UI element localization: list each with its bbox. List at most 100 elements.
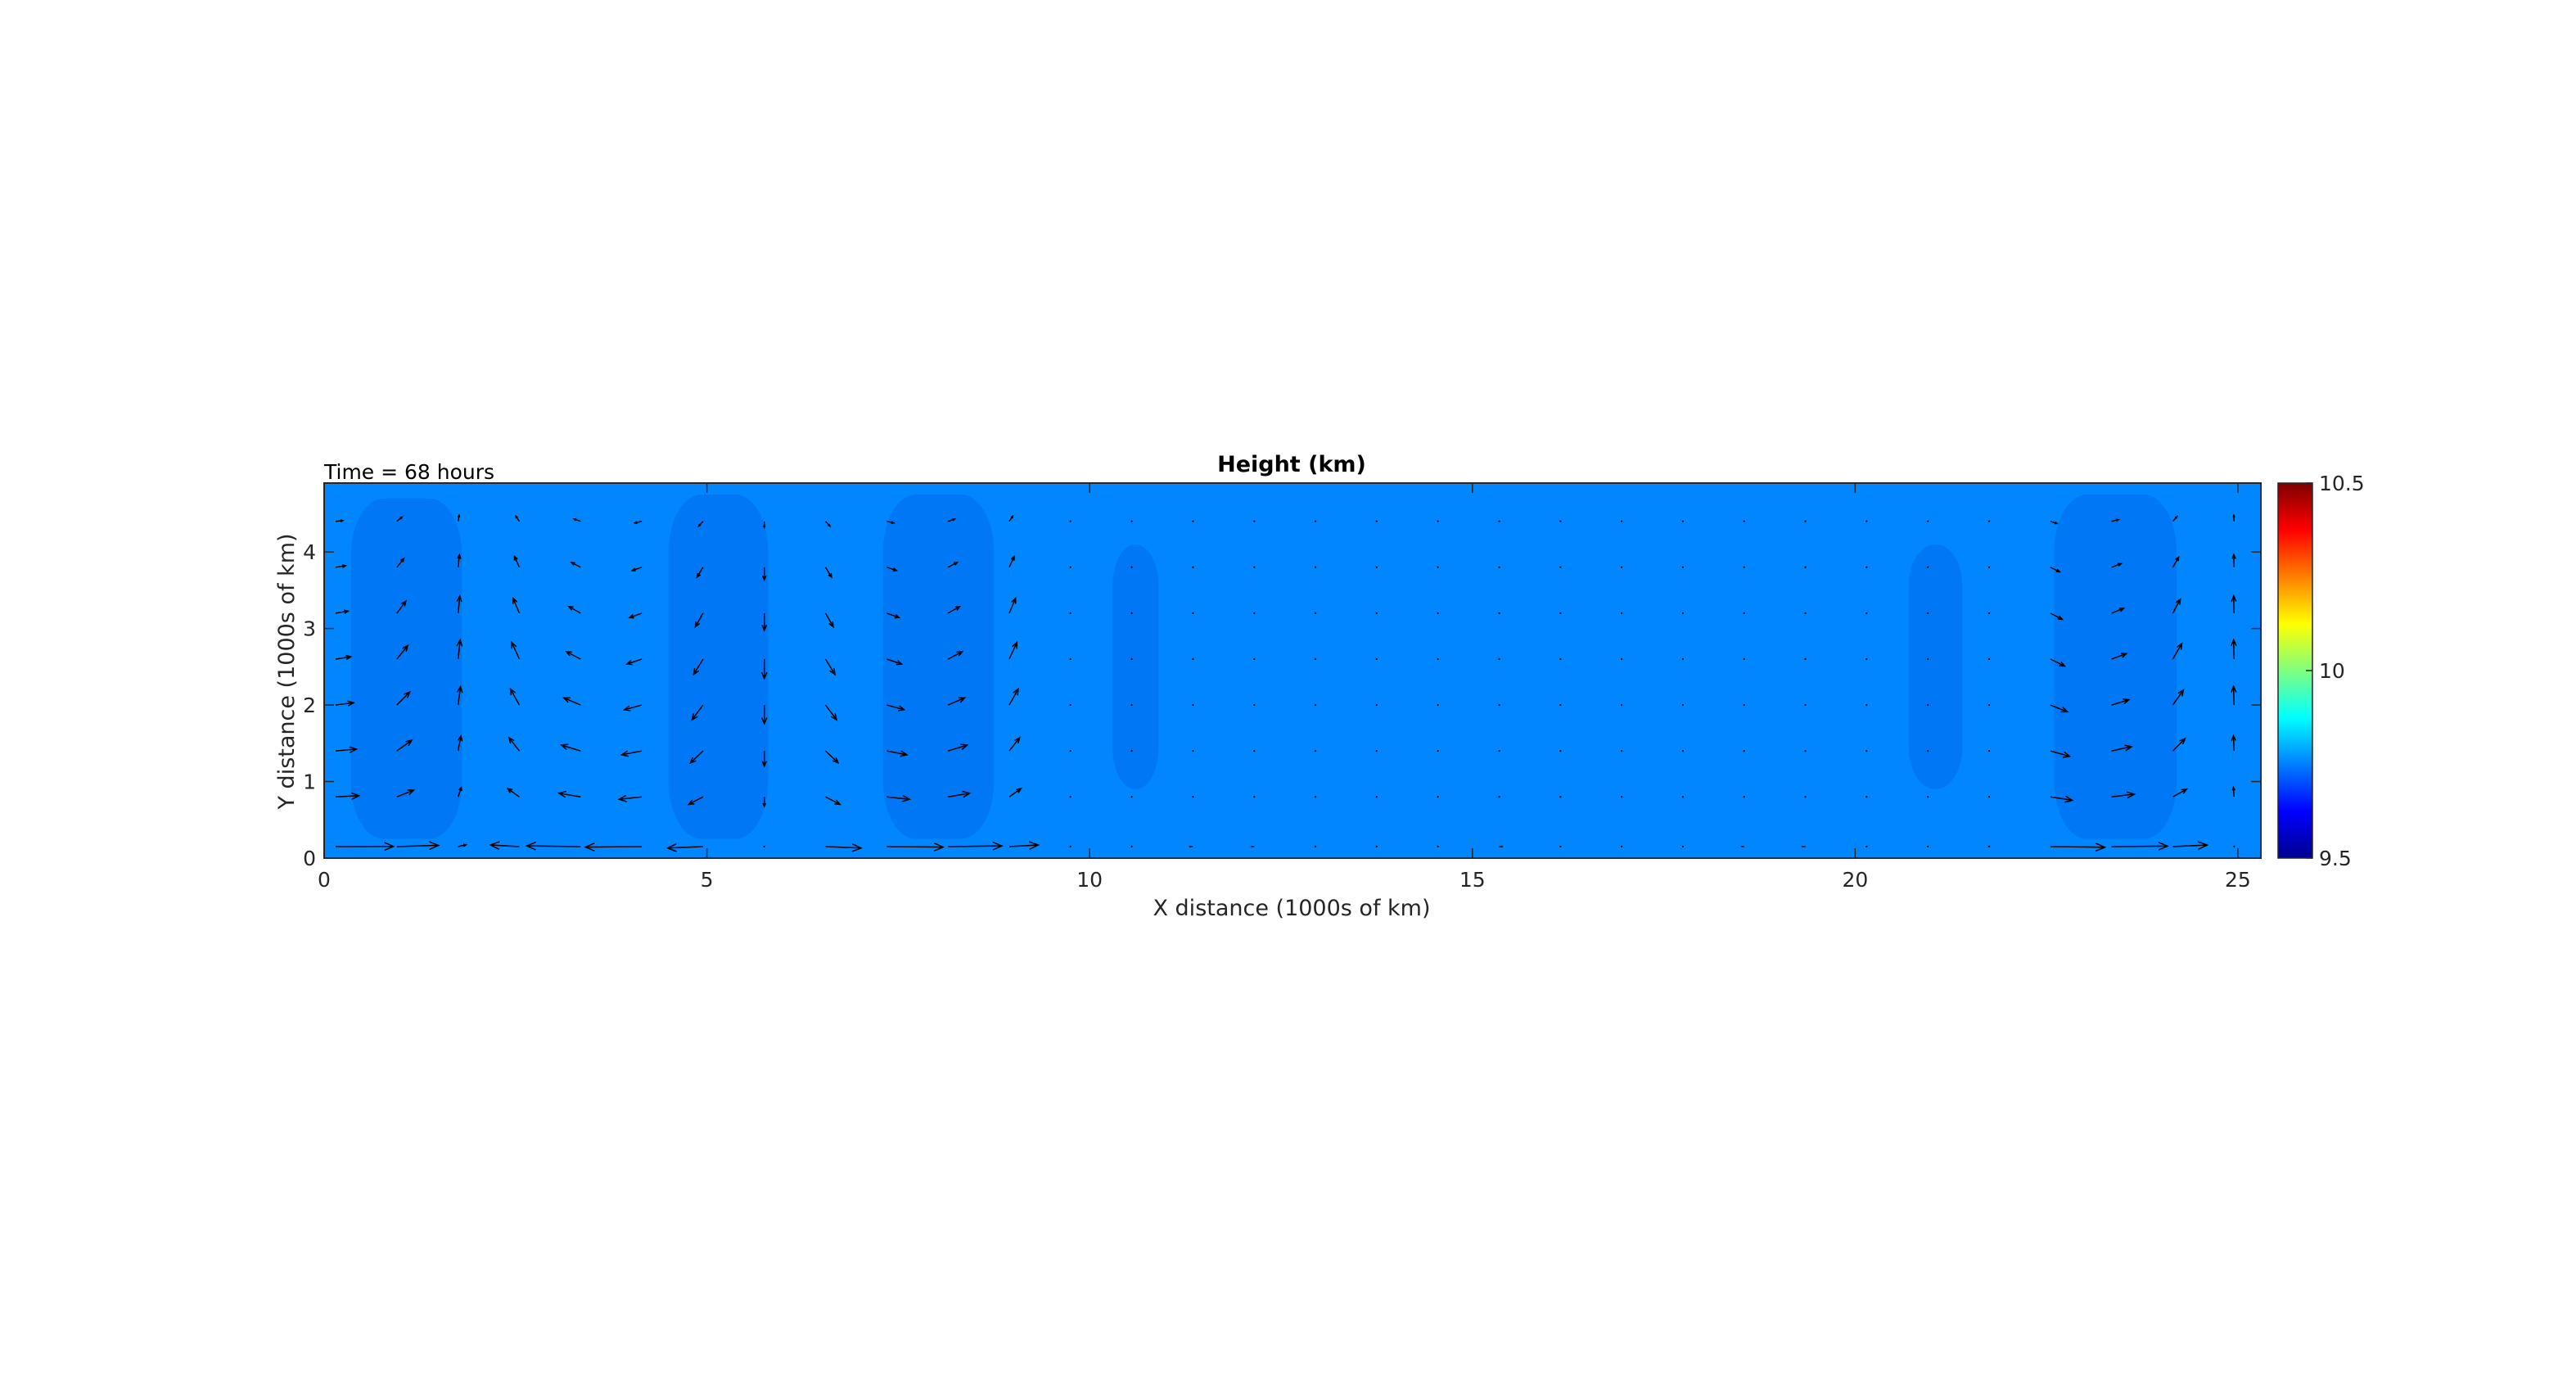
velocity-arrow-170 (1620, 749, 1623, 752)
velocity-arrow-28 (511, 640, 521, 660)
velocity-arrow-13 (396, 599, 408, 614)
velocity-arrow-237 (2111, 608, 2126, 614)
velocity-arrow-144 (1437, 845, 1439, 848)
velocity-arrow-119 (1192, 520, 1194, 522)
velocity-arrow-147 (1437, 703, 1439, 707)
velocity-arrow-229 (2050, 612, 2064, 621)
velocity-arrow-1 (335, 792, 361, 800)
velocity-arrow-8 (396, 841, 440, 851)
velocity-quiver (335, 513, 2237, 852)
colorbar-tick-label: 9.5 (2319, 847, 2352, 870)
velocity-arrow-90 (1008, 736, 1021, 752)
velocity-arrow-95 (1008, 514, 1014, 522)
velocity-arrow-29 (512, 596, 521, 614)
velocity-arrow-31 (514, 514, 521, 522)
velocity-arrow-165 (1559, 612, 1562, 615)
velocity-arrow-85 (947, 605, 962, 614)
velocity-arrow-255 (2232, 513, 2235, 522)
velocity-arrow-117 (1192, 612, 1194, 615)
velocity-arrow-186 (1743, 749, 1745, 752)
velocity-arrow-215 (1926, 520, 1929, 522)
time-annotation: Time = 68 hours (323, 460, 494, 484)
velocity-arrow-216 (1987, 845, 1991, 848)
colorbar-tick-label: 10 (2319, 659, 2345, 683)
velocity-arrow-15 (396, 516, 404, 522)
velocity-arrow-18 (457, 734, 463, 752)
velocity-arrow-80 (948, 841, 1004, 851)
velocity-arrow-230 (2050, 567, 2061, 573)
velocity-arrow-222 (1987, 566, 1991, 569)
velocity-arrow-49 (687, 796, 704, 806)
x-axis: 0 5 10 15 20 25 (318, 483, 2251, 892)
velocity-arrow-240 (2172, 841, 2209, 850)
velocity-arrow-61 (761, 612, 768, 632)
velocity-arrow-97 (1069, 796, 1071, 798)
velocity-arrow-19 (456, 684, 463, 706)
velocity-arrow-48 (665, 843, 703, 852)
velocity-arrow-188 (1743, 657, 1745, 661)
velocity-arrow-57 (762, 797, 767, 808)
velocity-arrow-167 (1559, 520, 1562, 522)
velocity-arrow-132 (1314, 657, 1317, 661)
velocity-arrow-221 (1987, 612, 1991, 615)
velocity-arrow-91 (1008, 687, 1019, 706)
velocity-arrow-71 (824, 521, 832, 528)
velocity-arrow-219 (1987, 703, 1991, 707)
velocity-arrow-227 (2050, 704, 2069, 713)
velocity-arrow-24 (489, 841, 520, 850)
velocity-arrow-177 (1681, 796, 1685, 798)
velocity-arrow-169 (1620, 796, 1623, 798)
velocity-arrow-101 (1069, 612, 1071, 615)
velocity-arrow-160 (1559, 845, 1562, 848)
velocity-arrow-135 (1314, 520, 1317, 522)
y-tick-label: 2 (303, 694, 316, 717)
height-band-0 (350, 498, 462, 839)
velocity-arrow-179 (1681, 703, 1685, 707)
velocity-arrow-180 (1681, 657, 1685, 661)
velocity-arrow-137 (1375, 796, 1378, 798)
velocity-arrow-152 (1499, 845, 1504, 848)
velocity-arrow-245 (2172, 598, 2181, 614)
velocity-arrow-175 (1620, 520, 1623, 522)
velocity-arrow-77 (886, 612, 901, 619)
height-field-bands (350, 495, 2177, 839)
velocity-arrow-203 (1865, 703, 1868, 707)
velocity-arrow-233 (2111, 791, 2136, 799)
velocity-arrow-198 (1804, 566, 1807, 569)
y-axis-label: Y distance (1000s of km) (274, 533, 300, 810)
velocity-arrow-84 (947, 650, 964, 660)
velocity-arrow-234 (2111, 744, 2133, 752)
velocity-arrow-201 (1865, 796, 1868, 798)
velocity-arrow-69 (824, 612, 834, 629)
velocity-arrow-176 (1681, 845, 1685, 848)
velocity-arrow-129 (1314, 796, 1317, 798)
velocity-arrow-202 (1865, 749, 1868, 752)
velocity-arrow-10 (396, 739, 413, 752)
velocity-arrow-172 (1620, 657, 1623, 661)
velocity-arrow-118 (1192, 566, 1194, 569)
velocity-arrow-92 (1008, 640, 1018, 660)
velocity-arrow-252 (2231, 638, 2237, 659)
velocity-arrow-21 (456, 594, 462, 613)
velocity-arrow-121 (1253, 796, 1256, 798)
velocity-arrow-63 (763, 521, 766, 530)
velocity-arrow-253 (2231, 594, 2237, 613)
velocity-arrow-36 (565, 650, 581, 660)
velocity-arrow-79 (886, 521, 896, 524)
velocity-arrow-226 (2050, 750, 2072, 758)
velocity-arrow-214 (1926, 566, 1929, 569)
velocity-arrow-99 (1069, 703, 1071, 707)
velocity-arrow-231 (2050, 521, 2059, 525)
chart-title: Height (km) (1217, 452, 1366, 477)
velocity-arrow-212 (1926, 657, 1929, 661)
velocity-arrow-247 (2172, 515, 2178, 522)
velocity-arrow-140 (1375, 657, 1378, 661)
velocity-arrow-65 (825, 796, 841, 806)
velocity-arrow-94 (1008, 554, 1015, 568)
velocity-arrow-34 (559, 743, 581, 752)
velocity-arrow-232 (2111, 842, 2169, 851)
velocity-arrow-187 (1743, 703, 1745, 707)
velocity-arrow-161 (1559, 796, 1562, 798)
velocity-arrow-6 (335, 564, 348, 568)
